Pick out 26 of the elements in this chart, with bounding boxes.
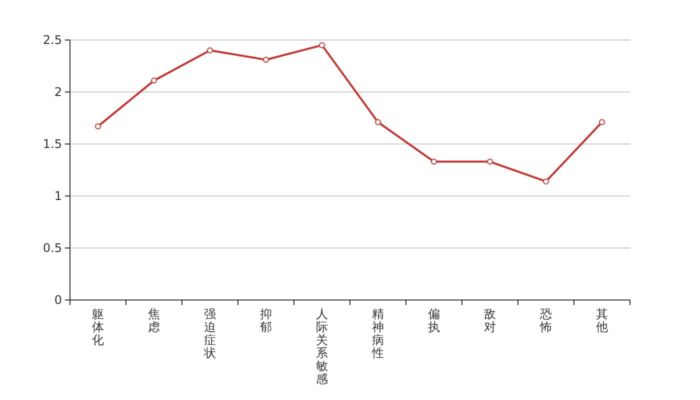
point	[599, 119, 605, 126]
x-tick-label: 躯体化	[92, 307, 104, 347]
point	[151, 78, 157, 84]
x-tick-label: 焦虑	[148, 307, 160, 334]
y-tick-label: 1.5	[42, 137, 62, 151]
point	[431, 158, 437, 165]
x-tick-label: 其他	[596, 307, 608, 334]
y-tick-label: 2.5	[42, 33, 62, 47]
point	[543, 178, 549, 184]
y-tick-label: 2	[54, 85, 62, 99]
x-tick-label: 人际关系敏感	[316, 307, 328, 386]
y-tick-label: 1	[54, 189, 62, 203]
x-tick-label: 抑郁	[260, 307, 272, 334]
point	[95, 123, 101, 130]
x-tick-label: 敌对	[484, 307, 496, 334]
x-tick-label: 强迫症状	[203, 307, 216, 360]
point	[207, 47, 213, 54]
point	[263, 56, 269, 63]
x-tick-label: 恐怖	[539, 307, 552, 334]
point	[375, 119, 381, 126]
point	[319, 42, 325, 48]
x-tick-label: 偏执	[428, 307, 440, 334]
y-tick-label: 0.5	[42, 241, 62, 255]
point	[487, 158, 493, 165]
x-tick-label: 精神病性	[371, 307, 384, 360]
y-tick-label: 0	[54, 293, 62, 307]
